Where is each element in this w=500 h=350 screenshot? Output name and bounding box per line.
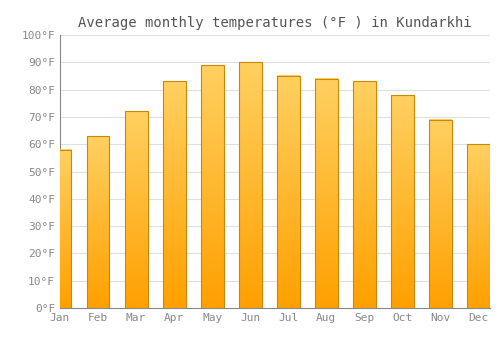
Bar [467,144,490,308]
Bar [48,150,72,308]
Bar [353,82,376,308]
Bar [467,144,490,308]
Bar [239,62,262,308]
Bar [124,111,148,308]
Bar [86,136,110,308]
Bar [48,150,72,308]
Bar [315,79,338,308]
Bar [162,82,186,308]
Bar [429,120,452,308]
Bar [391,95,414,308]
Bar [429,120,452,308]
Bar [162,82,186,308]
Bar [277,76,299,308]
Bar [124,111,148,308]
Title: Average monthly temperatures (°F ) in Kundarkhi: Average monthly temperatures (°F ) in Ku… [78,16,472,30]
Bar [201,65,224,308]
Bar [239,62,262,308]
Bar [353,82,376,308]
Bar [277,76,299,308]
Bar [391,95,414,308]
Bar [86,136,110,308]
Bar [201,65,224,308]
Bar [315,79,338,308]
